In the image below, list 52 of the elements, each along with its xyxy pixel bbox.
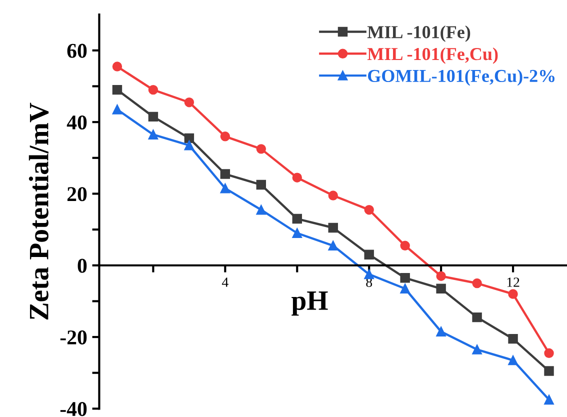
point — [220, 169, 230, 179]
point — [328, 222, 338, 233]
point — [544, 348, 554, 358]
y-tick-label: -40 — [60, 402, 87, 416]
legend-label: MIL -101(Fe,Cu) — [367, 47, 498, 64]
point — [472, 278, 482, 288]
point — [508, 355, 518, 366]
point — [400, 240, 410, 251]
y-tick-label: 60 — [67, 44, 87, 58]
point — [148, 84, 158, 95]
point — [148, 130, 158, 140]
point — [472, 344, 482, 354]
point — [364, 269, 374, 280]
y-tick-label: -20 — [60, 330, 87, 344]
x-tick-label: 4 — [222, 278, 228, 287]
point — [508, 334, 518, 344]
point — [112, 62, 122, 72]
point — [364, 204, 374, 215]
point — [292, 172, 302, 182]
y-tick-label: 40 — [66, 115, 87, 130]
point — [400, 273, 410, 283]
y-tick-label: 20 — [67, 187, 87, 202]
y-axis-title: Zeta Potential/mV — [28, 102, 49, 320]
point — [292, 228, 302, 238]
point — [544, 394, 554, 405]
point — [328, 190, 338, 200]
point — [472, 312, 482, 322]
point — [184, 98, 194, 108]
x-axis-title: pH — [292, 292, 328, 316]
point — [436, 271, 446, 281]
point — [220, 183, 230, 194]
point — [508, 289, 518, 299]
point — [256, 180, 266, 190]
point — [544, 366, 554, 376]
point — [148, 112, 158, 122]
point — [256, 144, 266, 154]
legend-label: GOMIL-101(Fe,Cu)-2% — [368, 69, 554, 86]
point — [112, 84, 122, 95]
point — [364, 250, 374, 260]
point — [292, 214, 302, 224]
point — [436, 284, 446, 294]
point — [112, 104, 122, 114]
point — [328, 240, 338, 251]
point — [256, 204, 266, 215]
point — [184, 140, 194, 150]
point — [400, 284, 410, 294]
point — [436, 326, 446, 336]
point — [220, 132, 230, 142]
y-tick-label: 0 — [78, 258, 87, 273]
x-tick-label: 12 — [507, 278, 520, 287]
point — [184, 133, 194, 144]
legend-label: MIL -101(Fe) — [367, 26, 470, 42]
